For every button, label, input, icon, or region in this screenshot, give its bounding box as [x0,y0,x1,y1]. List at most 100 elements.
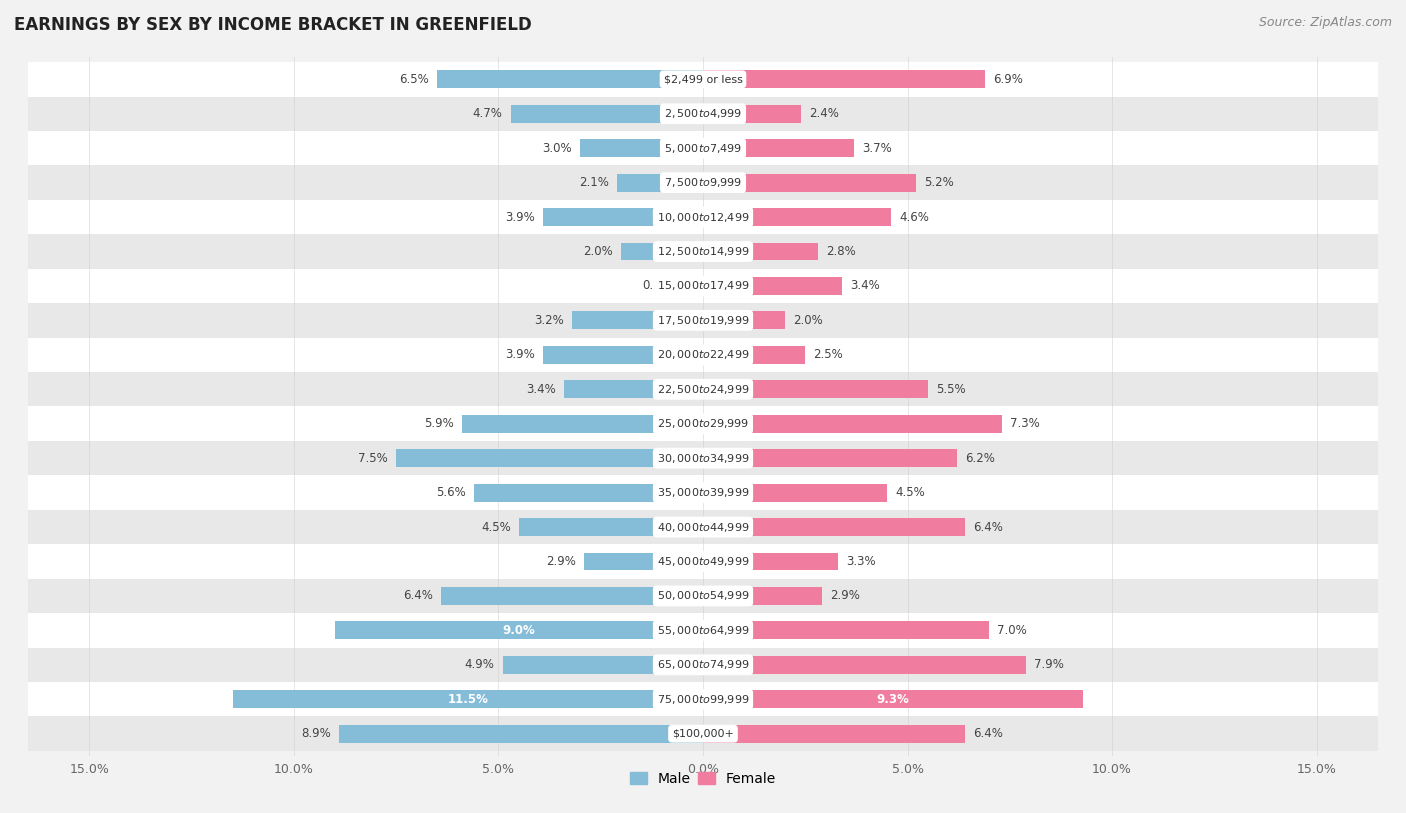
Bar [7,269,1399,303]
Bar [703,621,990,639]
Bar [703,415,1001,433]
Text: Source: ZipAtlas.com: Source: ZipAtlas.com [1258,16,1392,29]
Bar [7,372,1399,406]
Bar [7,476,1399,510]
Bar [7,337,1399,372]
Bar [564,380,703,398]
Text: $2,500 to $4,999: $2,500 to $4,999 [664,107,742,120]
Text: 2.8%: 2.8% [825,245,855,258]
Legend: Male, Female: Male, Female [624,766,782,791]
Bar [703,139,855,157]
Text: $75,000 to $99,999: $75,000 to $99,999 [657,693,749,706]
Text: $65,000 to $74,999: $65,000 to $74,999 [657,659,749,672]
Text: 3.4%: 3.4% [851,280,880,293]
Bar [7,510,1399,544]
Text: 2.0%: 2.0% [793,314,823,327]
Bar [7,97,1399,131]
Bar [621,242,703,260]
Bar [474,484,703,502]
Bar [7,648,1399,682]
Bar [502,656,703,674]
Bar [703,450,956,467]
Text: $50,000 to $54,999: $50,000 to $54,999 [657,589,749,602]
Text: 6.9%: 6.9% [994,73,1024,86]
Text: 2.4%: 2.4% [810,107,839,120]
Bar [617,174,703,192]
Text: 11.5%: 11.5% [447,693,488,706]
Text: 9.0%: 9.0% [502,624,536,637]
Text: 4.5%: 4.5% [481,520,510,533]
Bar [585,553,703,571]
Text: 3.9%: 3.9% [506,348,536,361]
Bar [703,346,806,363]
Text: 3.3%: 3.3% [846,555,876,568]
Bar [703,174,915,192]
Text: 7.5%: 7.5% [359,452,388,465]
Text: 6.4%: 6.4% [973,727,1002,740]
Bar [703,208,891,226]
Text: 5.9%: 5.9% [423,417,454,430]
Bar [703,242,817,260]
Text: $45,000 to $49,999: $45,000 to $49,999 [657,555,749,568]
Text: 3.9%: 3.9% [506,211,536,224]
Bar [703,105,801,123]
Text: 6.4%: 6.4% [973,520,1002,533]
Bar [581,139,703,157]
Text: 2.9%: 2.9% [547,555,576,568]
Bar [7,303,1399,337]
Text: 7.0%: 7.0% [997,624,1028,637]
Text: $55,000 to $64,999: $55,000 to $64,999 [657,624,749,637]
Text: $20,000 to $22,499: $20,000 to $22,499 [657,348,749,361]
Text: 6.2%: 6.2% [965,452,994,465]
Bar [7,441,1399,476]
Text: $5,000 to $7,499: $5,000 to $7,499 [664,141,742,154]
Bar [7,682,1399,716]
Text: 0.37%: 0.37% [643,280,679,293]
Text: $25,000 to $29,999: $25,000 to $29,999 [657,417,749,430]
Bar [441,587,703,605]
Bar [7,716,1399,751]
Text: $17,500 to $19,999: $17,500 to $19,999 [657,314,749,327]
Text: $30,000 to $34,999: $30,000 to $34,999 [657,452,749,465]
Text: 8.9%: 8.9% [301,727,330,740]
Bar [7,131,1399,165]
Text: 4.6%: 4.6% [900,211,929,224]
Text: 3.2%: 3.2% [534,314,564,327]
Text: 6.5%: 6.5% [399,73,429,86]
Text: 2.1%: 2.1% [579,176,609,189]
Text: $35,000 to $39,999: $35,000 to $39,999 [657,486,749,499]
Bar [7,200,1399,234]
Bar [7,544,1399,579]
Text: 5.6%: 5.6% [436,486,465,499]
Bar [396,450,703,467]
Text: 3.0%: 3.0% [543,141,572,154]
Text: $12,500 to $14,999: $12,500 to $14,999 [657,245,749,258]
Text: 3.7%: 3.7% [862,141,893,154]
Text: 7.3%: 7.3% [1010,417,1039,430]
Bar [544,208,703,226]
Text: 7.9%: 7.9% [1035,659,1064,672]
Bar [461,415,703,433]
Bar [703,553,838,571]
Bar [703,380,928,398]
Bar [519,518,703,536]
Text: 2.9%: 2.9% [830,589,859,602]
Bar [7,62,1399,97]
Bar [544,346,703,363]
Bar [703,724,965,742]
Text: 9.3%: 9.3% [877,693,910,706]
Bar [703,277,842,295]
Text: 2.0%: 2.0% [583,245,613,258]
Text: 3.4%: 3.4% [526,383,555,396]
Bar [510,105,703,123]
Text: $22,500 to $24,999: $22,500 to $24,999 [657,383,749,396]
Bar [703,484,887,502]
Bar [703,71,986,89]
Text: 5.5%: 5.5% [936,383,966,396]
Bar [703,656,1026,674]
Text: $40,000 to $44,999: $40,000 to $44,999 [657,520,749,533]
Bar [703,518,965,536]
Bar [232,690,703,708]
Bar [7,406,1399,441]
Text: EARNINGS BY SEX BY INCOME BRACKET IN GREENFIELD: EARNINGS BY SEX BY INCOME BRACKET IN GRE… [14,16,531,34]
